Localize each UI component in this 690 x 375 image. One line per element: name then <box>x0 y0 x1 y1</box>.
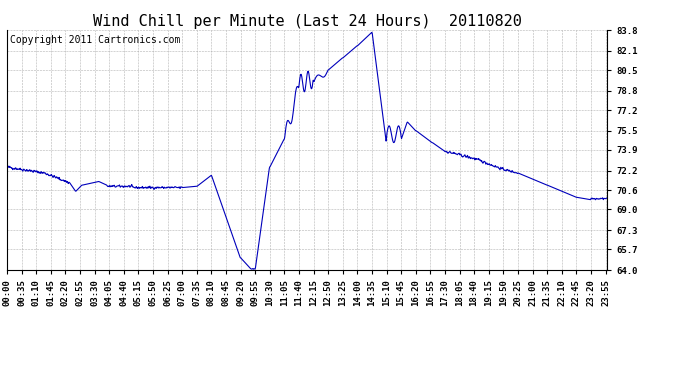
Text: Copyright 2011 Cartronics.com: Copyright 2011 Cartronics.com <box>10 35 180 45</box>
Title: Wind Chill per Minute (Last 24 Hours)  20110820: Wind Chill per Minute (Last 24 Hours) 20… <box>92 14 522 29</box>
